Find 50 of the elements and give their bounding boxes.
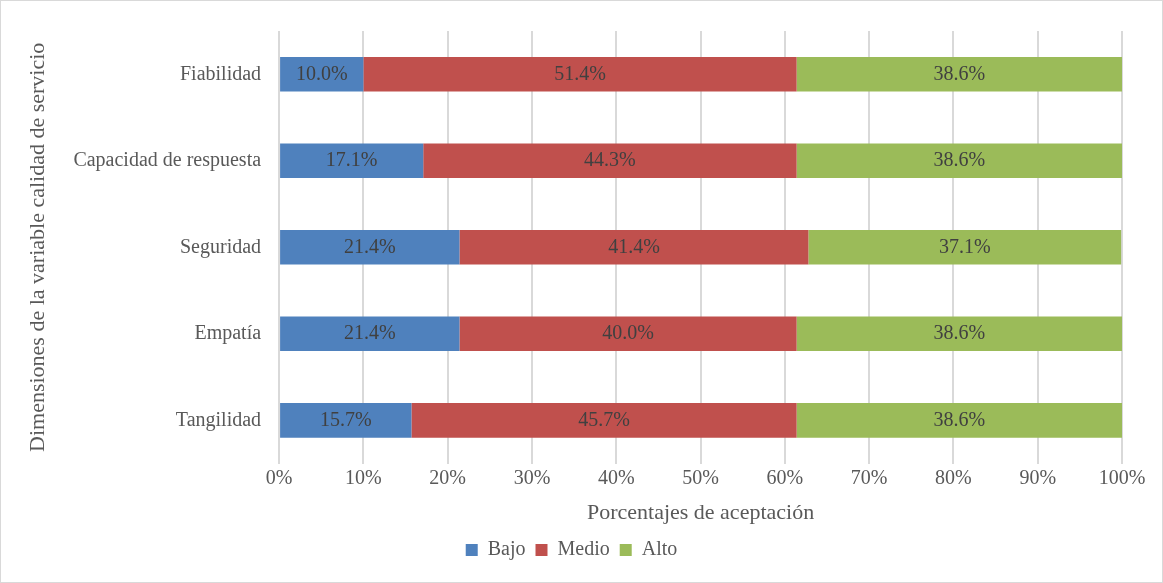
- data-label: 38.6%: [933, 148, 986, 171]
- y-axis-title: Dimensiones de la variable calidad de servicio: [23, 42, 49, 452]
- y-tick-label: Tangilidad: [175, 407, 262, 431]
- bar: [796, 316, 1122, 352]
- bar: [808, 230, 1122, 265]
- y-tick-label: Fiabilidad: [179, 61, 262, 84]
- bar: [459, 230, 809, 265]
- y-tick-label: Empatía: [194, 321, 262, 345]
- data-label: 21.4%: [343, 234, 396, 257]
- x-tick-label: 100%: [1098, 465, 1146, 488]
- legend-label: Alto: [641, 537, 678, 560]
- x-tick-label: 80%: [935, 465, 972, 488]
- bar: [796, 143, 1122, 179]
- legend-label: Medio: [557, 537, 610, 560]
- x-tick-label: 0%: [265, 465, 293, 488]
- data-label: 38.6%: [933, 407, 986, 430]
- x-tick-label: 30%: [513, 465, 551, 488]
- data-label: 38.6%: [933, 61, 986, 84]
- bar: [280, 230, 460, 265]
- x-tick-label: 10%: [345, 465, 382, 488]
- x-tick-label: 50%: [682, 465, 719, 488]
- x-tick-label: 60%: [766, 465, 804, 488]
- data-label: 37.1%: [938, 234, 991, 257]
- bar: [423, 143, 797, 179]
- x-tick-label: 90%: [1019, 465, 1057, 488]
- bar: [411, 403, 797, 438]
- data-label: 40.0%: [602, 321, 654, 344]
- data-label: 10.0%: [295, 61, 348, 84]
- x-tick-label: 40%: [597, 465, 635, 488]
- y-tick-label: Capacidad de respuesta: [73, 148, 262, 172]
- data-label: 21.4%: [343, 321, 396, 344]
- legend-label: Bajo: [487, 537, 526, 561]
- data-label: 51.4%: [554, 61, 606, 84]
- data-label: 41.4%: [608, 234, 660, 257]
- data-label: 15.7%: [319, 407, 372, 430]
- bar: [796, 403, 1122, 438]
- data-label: 44.3%: [584, 148, 636, 171]
- bar: [459, 316, 797, 352]
- x-tick-label: 20%: [429, 465, 467, 488]
- data-label: 17.1%: [325, 148, 378, 171]
- bar: [363, 56, 797, 92]
- bar: [280, 143, 424, 179]
- data-label: 38.6%: [933, 321, 986, 344]
- bar: [280, 316, 460, 352]
- data-label: 45.7%: [578, 407, 630, 430]
- bar: [280, 403, 412, 438]
- x-tick-label: 70%: [850, 465, 888, 488]
- y-tick-label: Seguridad: [180, 234, 262, 258]
- bar: [796, 56, 1122, 92]
- x-axis-title: Porcentajes de aceptación: [586, 498, 815, 524]
